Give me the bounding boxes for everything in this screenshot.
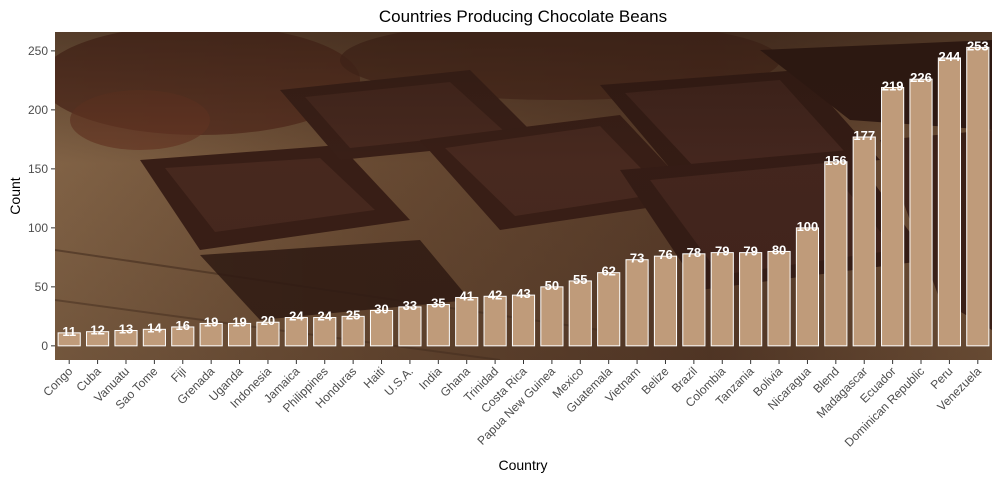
data-label: 79 bbox=[743, 244, 757, 259]
data-label: 24 bbox=[318, 309, 333, 324]
bar-papua-new-guinea bbox=[540, 286, 564, 347]
data-label: 16 bbox=[176, 318, 190, 333]
bar-indonesia bbox=[256, 321, 280, 347]
data-label: 156 bbox=[825, 153, 847, 168]
data-label: 80 bbox=[772, 242, 786, 257]
bar-cuba bbox=[86, 331, 110, 347]
bar-sao-tome bbox=[142, 328, 166, 347]
bar-trinidad bbox=[483, 295, 507, 347]
data-label: 12 bbox=[90, 323, 104, 338]
y-tick-label: 0 bbox=[41, 339, 48, 353]
bar-costa-rica bbox=[511, 294, 536, 347]
bar-tanzania bbox=[739, 252, 763, 347]
data-label: 78 bbox=[687, 245, 701, 260]
bar-u-s-a- bbox=[398, 306, 422, 347]
bar-blend bbox=[824, 161, 848, 347]
bar-congo bbox=[57, 332, 81, 347]
y-tick-label: 50 bbox=[35, 280, 49, 294]
x-tick-label: Congo bbox=[40, 364, 75, 399]
bar-india bbox=[426, 304, 450, 347]
x-tick-label: U.S.A. bbox=[382, 364, 416, 398]
data-label: 73 bbox=[630, 251, 644, 266]
bar-peru bbox=[937, 57, 961, 347]
bar-grenada bbox=[199, 322, 223, 347]
bar-fiji bbox=[171, 326, 195, 347]
x-tick-label: Belize bbox=[639, 364, 672, 397]
data-label: 30 bbox=[374, 301, 388, 316]
data-label: 13 bbox=[119, 322, 133, 337]
data-label: 14 bbox=[147, 320, 162, 335]
bar-honduras bbox=[341, 315, 365, 347]
y-tick-label: 250 bbox=[28, 44, 48, 58]
x-axis-title: Country bbox=[498, 457, 547, 473]
y-tick-label: 100 bbox=[28, 221, 48, 235]
data-label: 43 bbox=[516, 286, 530, 301]
data-label: 20 bbox=[261, 313, 275, 328]
data-label: 42 bbox=[488, 287, 502, 302]
data-label: 25 bbox=[346, 307, 360, 322]
bar-ecuador bbox=[881, 86, 905, 347]
data-label: 79 bbox=[715, 244, 729, 259]
data-label: 62 bbox=[601, 264, 615, 279]
bar-bolivia bbox=[767, 250, 791, 347]
chart-title: Countries Producing Chocolate Beans bbox=[379, 7, 667, 26]
bar-jamaica bbox=[284, 317, 308, 347]
data-label: 24 bbox=[289, 309, 304, 324]
bar-ghana bbox=[455, 296, 479, 347]
bar-madagascar bbox=[852, 136, 876, 347]
bar-haiti bbox=[369, 309, 394, 347]
data-label: 219 bbox=[882, 78, 904, 93]
bar-vietnam bbox=[625, 259, 649, 347]
data-label: 226 bbox=[910, 70, 932, 85]
y-tick-label: 150 bbox=[28, 162, 48, 176]
bar-dominican-republic bbox=[909, 78, 933, 347]
data-label: 41 bbox=[459, 288, 473, 303]
data-label: 55 bbox=[573, 272, 587, 287]
bar-nicaragua bbox=[795, 227, 820, 347]
bar-mexico bbox=[568, 280, 592, 347]
data-label: 19 bbox=[204, 314, 218, 329]
data-label: 100 bbox=[797, 219, 819, 234]
data-label: 177 bbox=[853, 128, 875, 143]
bar-colombia bbox=[710, 252, 734, 347]
data-label: 50 bbox=[545, 278, 559, 293]
y-axis-title: Count bbox=[7, 177, 23, 214]
bar-uganda bbox=[227, 322, 252, 347]
data-label: 33 bbox=[403, 298, 417, 313]
bar-belize bbox=[653, 255, 678, 347]
data-label: 19 bbox=[232, 314, 246, 329]
bar-brazil bbox=[682, 253, 706, 347]
bar-philippines bbox=[313, 317, 337, 347]
x-tick-label: Fiji bbox=[168, 364, 189, 385]
data-label: 244 bbox=[939, 49, 961, 64]
data-label: 11 bbox=[62, 324, 76, 339]
y-tick-label: 200 bbox=[28, 103, 48, 117]
data-label: 253 bbox=[967, 38, 989, 53]
data-label: 35 bbox=[431, 296, 445, 311]
data-label: 76 bbox=[658, 247, 672, 262]
bar-venezuela bbox=[966, 46, 990, 347]
bar-guatemala bbox=[597, 272, 621, 347]
bar-vanuatu bbox=[114, 330, 138, 347]
